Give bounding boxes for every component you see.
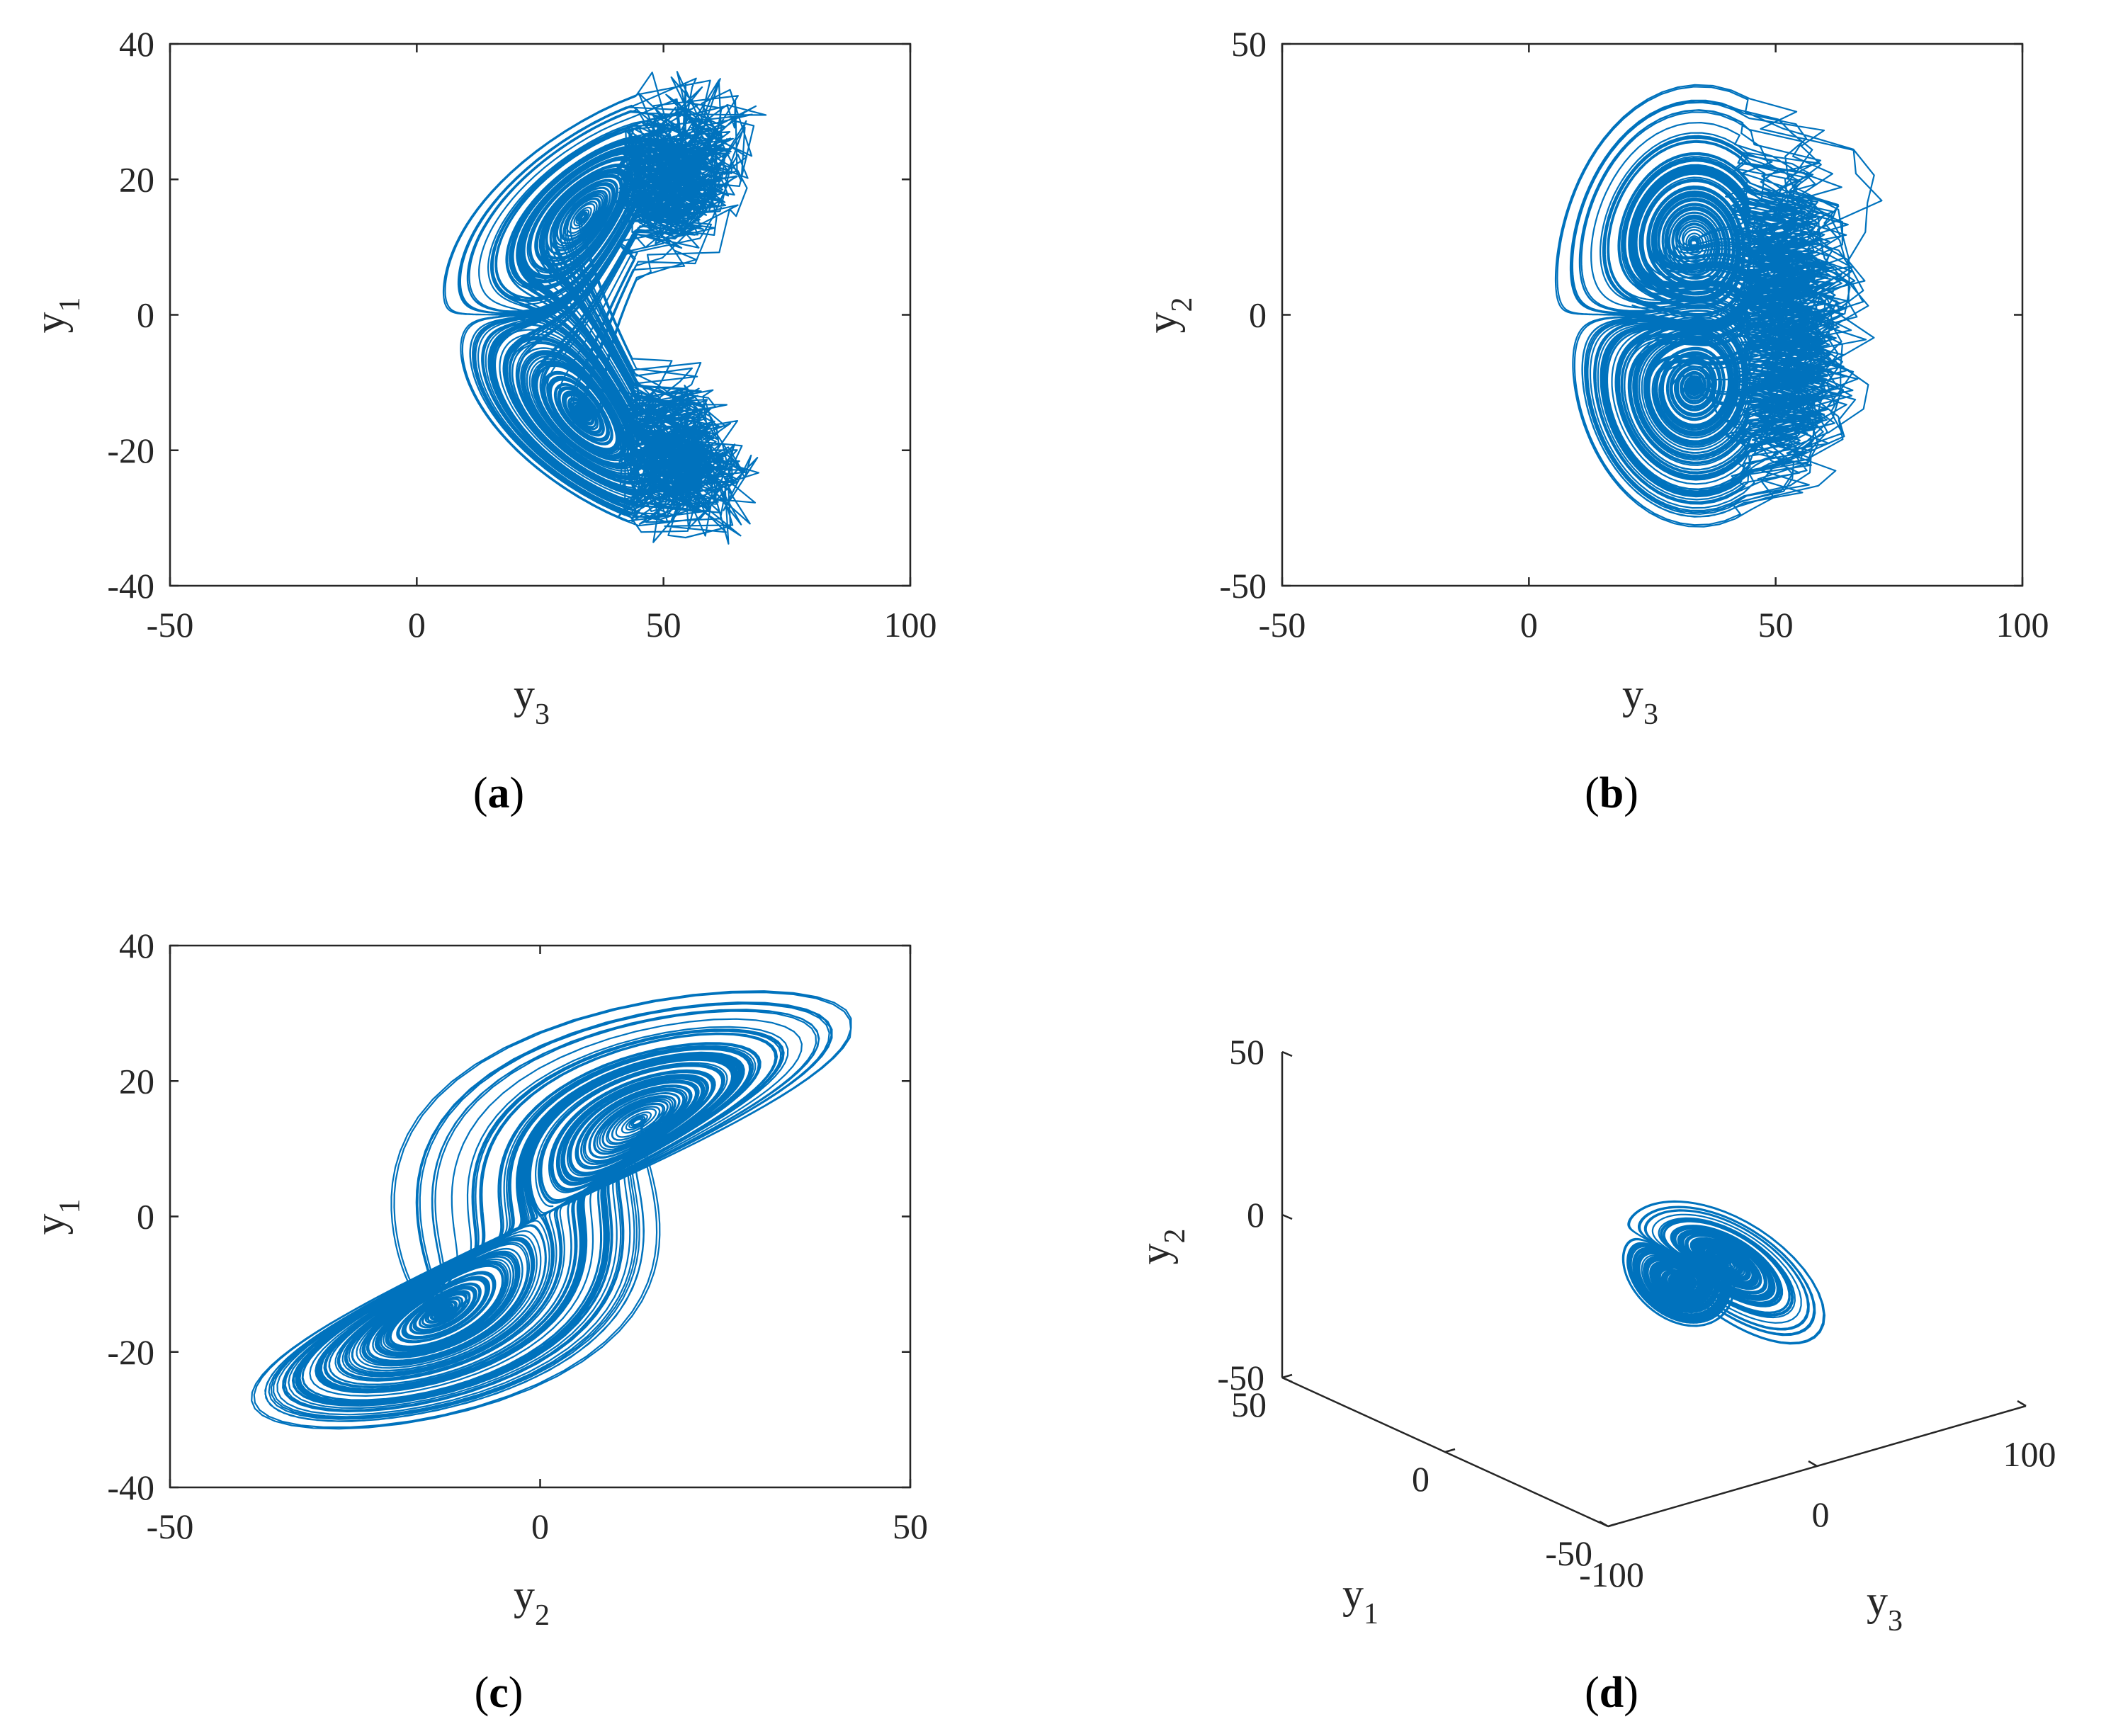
y-tick-label: 100 — [2003, 1434, 2056, 1474]
y-tick-label: -20 — [107, 1332, 154, 1372]
y-tick-label: 0 — [137, 1197, 154, 1237]
z-tick-mark — [1281, 1376, 1293, 1383]
y-axis-label-d: y3 — [1867, 1577, 1903, 1638]
y-axis-label-d-sub: 3 — [1888, 1605, 1903, 1638]
z-tick-mark — [1281, 1050, 1293, 1057]
y-tick-mark — [1808, 1460, 1818, 1468]
x-axis-label-d-sub: 1 — [1364, 1598, 1378, 1630]
x-axis-label-d-base: y — [1342, 1570, 1364, 1617]
panel-label-a: (a) — [473, 769, 524, 817]
z-axis-label-d-base: y — [1131, 1244, 1178, 1265]
y-tick-label: 0 — [1249, 295, 1267, 335]
z-axis-label-d-sub: 2 — [1159, 1229, 1191, 1244]
x-tick-label: 0 — [408, 605, 426, 645]
z-axis-label-d: y2 — [1131, 1229, 1191, 1265]
x-tick-mark — [1607, 1522, 1619, 1528]
x-axis-label-c-sub: 2 — [535, 1599, 550, 1632]
y-axis-label-d-base: y — [1867, 1577, 1888, 1624]
y-tick-label: 20 — [119, 1061, 154, 1101]
y-axis-label-c-base: y — [26, 1214, 73, 1235]
y-axis-label-b: y2 — [1138, 297, 1199, 334]
x-tick-label: 0 — [531, 1507, 549, 1546]
y-tick-label: 20 — [119, 159, 154, 199]
z-tick-label: 50 — [1229, 1032, 1264, 1072]
y-axis-label-b-base: y — [1138, 312, 1185, 334]
y-axis-label-b-sub: 2 — [1166, 297, 1199, 312]
y-tick-mark — [1599, 1520, 1609, 1528]
panel-label-d: (d) — [1585, 1669, 1638, 1717]
y-tick-label: 50 — [1231, 24, 1267, 64]
ticks-a: -50 0 50 100 -40 -20 0 20 40 — [107, 24, 936, 645]
y-axis-label-c: y1 — [26, 1199, 86, 1235]
x-tick-label: -50 — [1259, 605, 1306, 645]
y-tick-label: -20 — [107, 431, 154, 470]
trajectory-y3-y1 — [442, 71, 767, 545]
x-tick-mark — [1281, 1373, 1293, 1379]
x-tick-label: 0 — [1412, 1459, 1430, 1499]
z-tick-label: -50 — [1217, 1358, 1264, 1397]
x-axis-label-c-base: y — [514, 1572, 535, 1618]
trajectory-y2-y1 — [251, 990, 852, 1430]
y-tick-label: 0 — [1812, 1494, 1830, 1534]
x-axis-label-b-base: y — [1622, 671, 1643, 717]
x-tick-label: 100 — [1996, 605, 2049, 645]
x-tick-mark — [1444, 1448, 1456, 1453]
y-tick-label: 40 — [119, 24, 154, 64]
panel-label-c: (c) — [475, 1669, 523, 1717]
y-axis-label-a: y1 — [26, 297, 86, 334]
x-tick-label: -50 — [147, 1507, 194, 1546]
y-tick-label: -50 — [1219, 566, 1267, 606]
z-tick-label: 0 — [1247, 1195, 1264, 1235]
y-axis-label-c-sub: 1 — [54, 1199, 86, 1214]
y-tick-label: -100 — [1579, 1555, 1644, 1594]
x-tick-label: -50 — [1545, 1533, 1592, 1573]
y-tick-label: 40 — [119, 926, 154, 965]
x-axis-label-b-sub: 3 — [1643, 698, 1658, 731]
y-axis-label-a-base: y — [26, 312, 73, 334]
x-tick-label: 50 — [893, 1507, 928, 1546]
x-tick-label: 100 — [884, 605, 937, 645]
x-axis-label-a-base: y — [514, 671, 535, 717]
trajectory-3d — [1621, 1200, 1825, 1345]
x-tick-label: 50 — [646, 605, 681, 645]
y-tick-label: -40 — [107, 1468, 154, 1507]
x-axis-label-b: y3 — [1622, 671, 1658, 731]
y-axis-label-a-sub: 1 — [54, 297, 86, 312]
x-tick-label: -50 — [147, 605, 194, 645]
trajectory-y3-y2 — [1554, 84, 1883, 528]
y-tick-label: -40 — [107, 566, 154, 606]
panel-label-b: (b) — [1585, 769, 1638, 817]
y-tick-label: 0 — [137, 295, 154, 335]
x-axis-label-a-sub: 3 — [535, 698, 550, 731]
x-tick-label: 50 — [1758, 605, 1794, 645]
ticks-c: -50 0 50 -40 -20 0 20 40 — [107, 926, 928, 1546]
x-tick-label: 0 — [1520, 605, 1538, 645]
x-axis-label-d: y1 — [1342, 1570, 1378, 1630]
ticks-b: -50 0 50 100 -50 0 50 — [1219, 24, 2049, 645]
y-tick-mark — [2017, 1400, 2027, 1407]
x-axis-label-a: y3 — [514, 671, 550, 731]
x-axis-label-c: y2 — [514, 1572, 550, 1632]
z-tick-mark — [1281, 1213, 1293, 1220]
x-tick-label: 50 — [1231, 1385, 1267, 1424]
